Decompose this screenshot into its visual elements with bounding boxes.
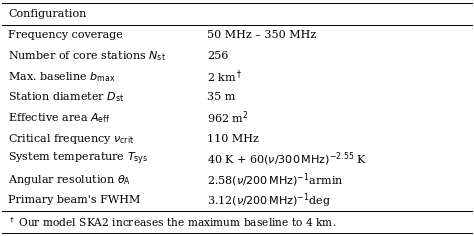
- Text: 256: 256: [207, 51, 228, 61]
- Text: System temperature $T_\mathrm{sys}$: System temperature $T_\mathrm{sys}$: [8, 151, 148, 167]
- Text: $^\dagger$ Our model SKA2 increases the maximum baseline to 4 km.: $^\dagger$ Our model SKA2 increases the …: [8, 215, 337, 229]
- Text: Configuration: Configuration: [8, 9, 86, 19]
- Text: 962 m$^2$: 962 m$^2$: [207, 110, 249, 126]
- Text: 3.12$(\nu/200\,\mathrm{MHz})^{-1}$deg: 3.12$(\nu/200\,\mathrm{MHz})^{-1}$deg: [207, 191, 331, 210]
- Text: 35 m: 35 m: [207, 92, 236, 102]
- Text: Critical frequency $\nu_\mathrm{crit}$: Critical frequency $\nu_\mathrm{crit}$: [8, 131, 134, 146]
- Text: Number of core stations $N_\mathrm{st}$: Number of core stations $N_\mathrm{st}$: [8, 49, 166, 63]
- Text: Angular resolution $\theta_\mathrm{A}$: Angular resolution $\theta_\mathrm{A}$: [8, 173, 131, 187]
- Text: Primary beam's FWHM: Primary beam's FWHM: [8, 195, 140, 205]
- Text: Station diameter $D_\mathrm{st}$: Station diameter $D_\mathrm{st}$: [8, 90, 124, 104]
- Text: 110 MHz: 110 MHz: [207, 134, 259, 143]
- Text: Frequency coverage: Frequency coverage: [8, 30, 123, 40]
- Text: Max. baseline $b_\mathrm{max}$: Max. baseline $b_\mathrm{max}$: [8, 70, 116, 84]
- Text: 2.58$(\nu/200\,\mathrm{MHz})^{-1}$armin: 2.58$(\nu/200\,\mathrm{MHz})^{-1}$armin: [207, 171, 344, 189]
- Text: 2 km$^\dagger$: 2 km$^\dagger$: [207, 68, 242, 85]
- Text: 50 MHz – 350 MHz: 50 MHz – 350 MHz: [207, 30, 316, 40]
- Text: 40 K + 60$(\nu/300\,\mathrm{MHz})^{-2.55}$ K: 40 K + 60$(\nu/300\,\mathrm{MHz})^{-2.55…: [207, 150, 367, 168]
- Text: Effective area $A_\mathrm{eff}$: Effective area $A_\mathrm{eff}$: [8, 111, 110, 125]
